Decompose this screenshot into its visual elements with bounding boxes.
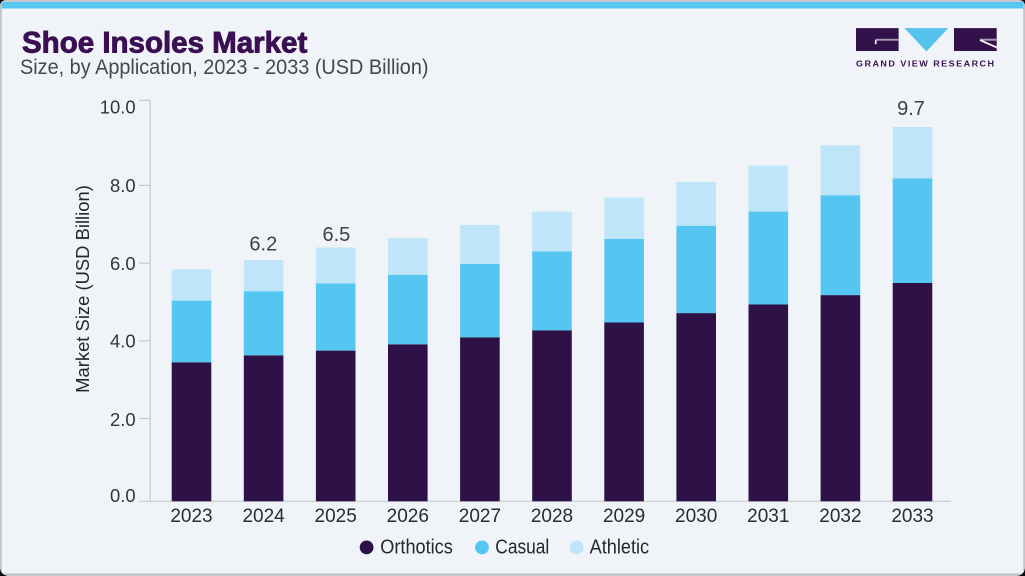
svg-text:6.5: 6.5	[322, 224, 350, 246]
svg-text:2030: 2030	[675, 506, 717, 527]
svg-text:2029: 2029	[603, 506, 645, 527]
svg-text:6.0: 6.0	[110, 253, 136, 274]
svg-text:Market Size (USD Billion): Market Size (USD Billion)	[73, 185, 93, 393]
svg-text:Athletic: Athletic	[590, 536, 650, 558]
svg-text:0.0: 0.0	[110, 485, 136, 506]
svg-text:Orthotics: Orthotics	[380, 536, 453, 558]
svg-text:2032: 2032	[819, 506, 861, 527]
svg-text:9.7: 9.7	[897, 98, 925, 120]
svg-text:Shoe Insoles Market: Shoe Insoles Market	[22, 27, 307, 60]
svg-text:2025: 2025	[315, 506, 357, 527]
svg-text:8.0: 8.0	[110, 175, 136, 196]
svg-text:2027: 2027	[459, 506, 501, 527]
svg-text:2.0: 2.0	[110, 409, 136, 430]
svg-text:GRAND VIEW RESEARCH: GRAND VIEW RESEARCH	[856, 59, 996, 69]
svg-text:2033: 2033	[891, 506, 933, 527]
svg-text:6.2: 6.2	[249, 233, 277, 255]
svg-text:2031: 2031	[747, 506, 789, 527]
svg-text:2026: 2026	[387, 506, 429, 527]
svg-text:10.0: 10.0	[100, 96, 136, 117]
svg-text:4.0: 4.0	[110, 331, 136, 352]
svg-text:2028: 2028	[531, 506, 573, 527]
svg-text:Casual: Casual	[495, 536, 549, 558]
svg-text:2024: 2024	[242, 506, 285, 527]
svg-text:Size, by Application, 2023 - 2: Size, by Application, 2023 - 2033 (USD B…	[20, 56, 429, 79]
svg-text:2023: 2023	[170, 506, 212, 527]
